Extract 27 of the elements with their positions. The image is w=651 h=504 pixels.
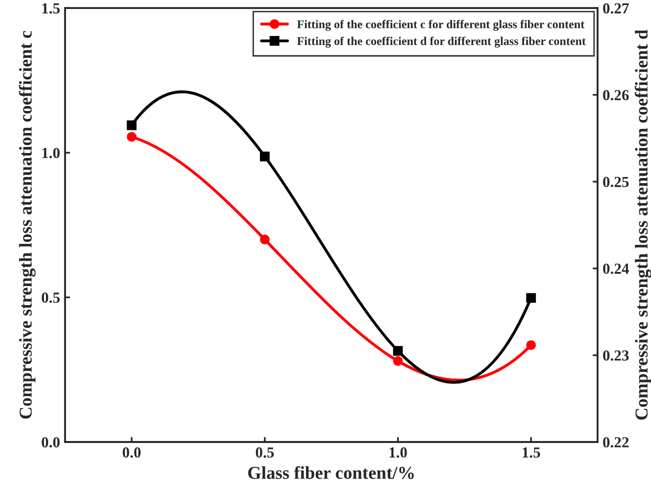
y2-tick-label: 0.27 (603, 3, 629, 14)
x-tick-label: 1.0 (390, 447, 407, 458)
y2-axis-title: Compressive strength loss attenuation coefficient d (634, 30, 651, 420)
y2-tick-label: 0.25 (603, 176, 629, 188)
point (126, 120, 137, 130)
x-tick-label: 0.0 (122, 447, 141, 458)
point (126, 132, 137, 142)
x-axis-title: Glass fiber content/% (248, 466, 414, 480)
point (393, 356, 403, 366)
point (260, 152, 270, 162)
y-tick-label: 0.0 (42, 437, 60, 448)
x-tick-label: 1.5 (522, 447, 540, 458)
y-tick-label: 1.0 (42, 148, 60, 158)
y2-tick-label: 0.23 (603, 350, 629, 361)
y2-tick-label: 0.26 (603, 90, 629, 100)
legend-label: Fitting of the coefficient c for different glass fiber content (297, 20, 584, 31)
point (260, 234, 270, 244)
y-tick-label: 1.5 (42, 3, 60, 14)
y2-tick-label: 0.22 (603, 437, 629, 448)
y-axis-title: Compressive strength loss attenuation coefficient c (18, 30, 36, 419)
y-tick-label: 0.5 (42, 292, 60, 303)
x-tick-label: 0.5 (256, 447, 274, 458)
point (526, 293, 536, 303)
legend-label: Fitting of the coefficient d for different glass fiber content (297, 36, 586, 48)
y2-tick-label: 0.24 (603, 264, 629, 274)
point (526, 340, 536, 350)
point (393, 346, 403, 356)
